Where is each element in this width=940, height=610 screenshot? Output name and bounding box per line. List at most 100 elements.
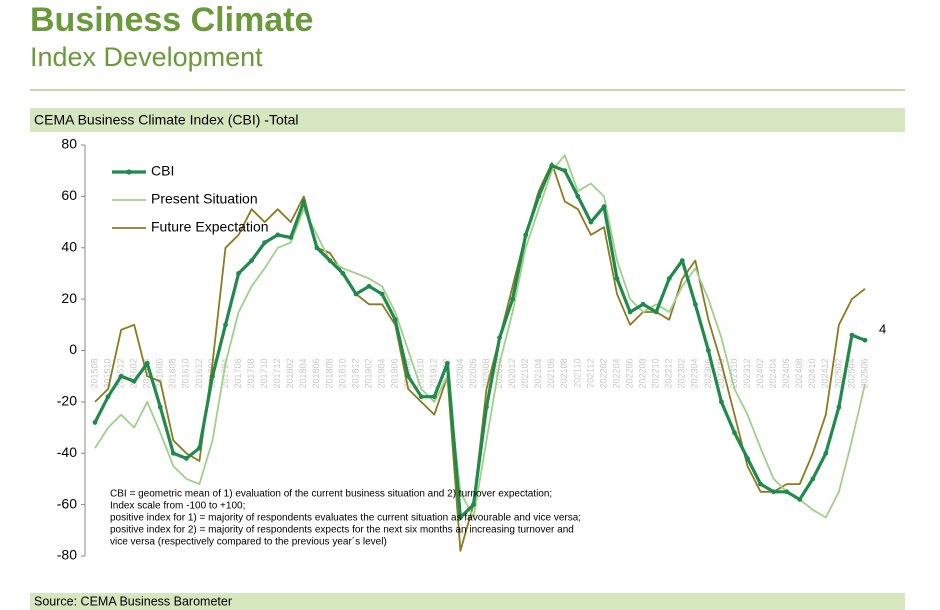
x-tick-label: 202412 [820, 359, 830, 389]
point [366, 283, 372, 289]
point [405, 373, 411, 379]
point [732, 430, 737, 436]
note: positive index for 2) = majority of resp… [110, 525, 574, 536]
point [705, 348, 711, 353]
point [471, 502, 476, 508]
point [745, 455, 750, 461]
point [497, 335, 502, 341]
point [183, 455, 189, 461]
x-tick-label: 202308 [716, 359, 726, 389]
point [601, 204, 607, 210]
x-tick-label: 202210 [651, 359, 661, 389]
x-tick-label: 202410 [807, 359, 817, 389]
y-tick-label: -40 [57, 444, 77, 460]
y-tick-label: 20 [61, 290, 77, 306]
x-tick-label: 202312 [742, 359, 752, 389]
x-tick-label: 201708 [246, 359, 256, 389]
point [262, 240, 268, 246]
point [810, 476, 816, 482]
y-tick-label: -80 [57, 547, 77, 563]
x-tick-label: 201802 [285, 359, 295, 389]
point [849, 332, 855, 338]
page-title: Business Climate [30, 1, 313, 39]
x-tick-label: 202006 [468, 359, 478, 389]
x-tick-label: 201606 [155, 359, 165, 389]
x-tick-label: 201812 [350, 359, 360, 389]
point [575, 193, 581, 199]
y-tick-label: 40 [61, 238, 77, 254]
x-tick-label: 202408 [794, 359, 804, 389]
x-tick-label: 201706 [233, 359, 243, 389]
y-tick-label: -60 [57, 495, 77, 511]
series-line [94, 154, 866, 519]
point [458, 515, 463, 520]
point [197, 445, 202, 451]
x-tick-label: 202010 [494, 359, 504, 389]
x-tick-label: 201904 [376, 359, 386, 389]
x-tick-label: 202212 [664, 359, 674, 389]
point [157, 404, 163, 410]
legend-label: Present Situation [151, 191, 258, 207]
x-tick-label: 201912 [429, 359, 439, 389]
x-tick-label: 202106 [546, 359, 556, 389]
point [92, 420, 98, 425]
point [223, 322, 228, 328]
x-tick-label: 202310 [729, 359, 739, 389]
x-tick-label: 202102 [520, 359, 530, 389]
x-tick-label: 201612 [194, 359, 204, 389]
x-tick-label: 201602 [129, 359, 139, 389]
point [392, 317, 398, 323]
point [327, 258, 333, 263]
y-tick-label: 0 [69, 341, 77, 357]
point [823, 450, 829, 456]
point [431, 394, 437, 400]
point [484, 404, 489, 410]
point [666, 276, 672, 281]
point [862, 337, 868, 343]
point [288, 235, 294, 240]
x-tick-label: 202104 [533, 359, 543, 389]
point [105, 394, 111, 400]
x-tick-label: 202304 [690, 359, 700, 389]
x-tick-label: 201902 [363, 359, 373, 389]
point [249, 258, 255, 263]
point [210, 373, 215, 379]
source: Source: CEMA Business Barometer [34, 594, 232, 608]
x-tick-label: 202502 [833, 359, 843, 389]
x-tick-label: 201810 [337, 359, 347, 389]
x-tick-label: 202206 [624, 359, 634, 389]
x-tick-label: 201906 [390, 359, 400, 389]
y-tick-label: 80 [61, 136, 77, 152]
legend-marker [126, 169, 132, 175]
x-tick-label: 202404 [768, 359, 778, 389]
x-tick-label: 201806 [311, 359, 321, 389]
x-tick-label: 201510 [102, 359, 112, 389]
chart-title: CEMA Business Climate Index (CBI) -Total [34, 112, 299, 128]
series-line [93, 164, 866, 520]
point [784, 489, 790, 495]
point [418, 394, 424, 400]
x-tick-label: 201512 [115, 359, 125, 389]
point [836, 404, 842, 410]
point [444, 360, 450, 366]
point [614, 276, 620, 281]
x-tick-label: 202204 [611, 359, 621, 389]
point [379, 291, 385, 297]
legend-label: Future Expectation [151, 219, 269, 235]
last-value-label: 4 [879, 322, 886, 337]
point [340, 271, 346, 276]
point [588, 219, 594, 225]
point [758, 481, 763, 487]
x-tick-label: 201610 [181, 359, 191, 389]
point [640, 301, 646, 307]
point [692, 301, 698, 307]
point [653, 309, 659, 315]
point [549, 163, 555, 168]
x-tick-label: 202306 [703, 359, 713, 389]
x-tick-label: 202012 [507, 359, 517, 389]
point [314, 245, 320, 251]
x-tick-label: 202110 [572, 359, 582, 388]
note: positive index for 1) = majority of resp… [110, 513, 581, 524]
x-tick-label: 202504 [846, 359, 856, 389]
